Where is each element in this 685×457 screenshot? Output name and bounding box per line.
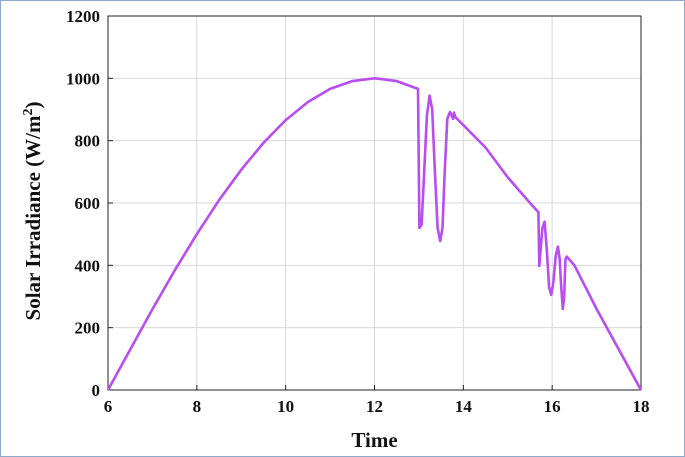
x-tick-label: 10 (277, 397, 294, 416)
y-tick-label: 600 (75, 194, 101, 213)
x-tick-label: 16 (544, 397, 561, 416)
x-tick-label: 12 (366, 397, 383, 416)
y-axis-label-main: Solar Irradiance (W/m (21, 115, 45, 320)
ticks: 6 8 10 12 14 16 18 0 200 400 600 800 1000 1200 (66, 7, 650, 416)
x-tick-label: 14 (455, 397, 473, 416)
y-tick-label: 200 (75, 319, 101, 338)
x-tick-label: 18 (633, 397, 650, 416)
x-tick-label: 8 (193, 397, 202, 416)
x-axis-label: Time (351, 428, 397, 452)
y-tick-label: 1000 (66, 69, 100, 88)
y-tick-label: 1200 (66, 7, 100, 26)
y-axis-label: Solar Irradiance (W/m2) (21, 102, 45, 321)
y-axis-label-superscript: 2 (21, 109, 36, 116)
grid (107, 15, 642, 391)
x-tick-label: 6 (104, 397, 113, 416)
y-tick-label: 0 (92, 381, 101, 400)
y-tick-label: 800 (75, 132, 101, 151)
series-line-irradiance (106, 77, 643, 391)
y-tick-label: 400 (75, 256, 101, 275)
y-axis-label-close: ) (21, 102, 45, 109)
